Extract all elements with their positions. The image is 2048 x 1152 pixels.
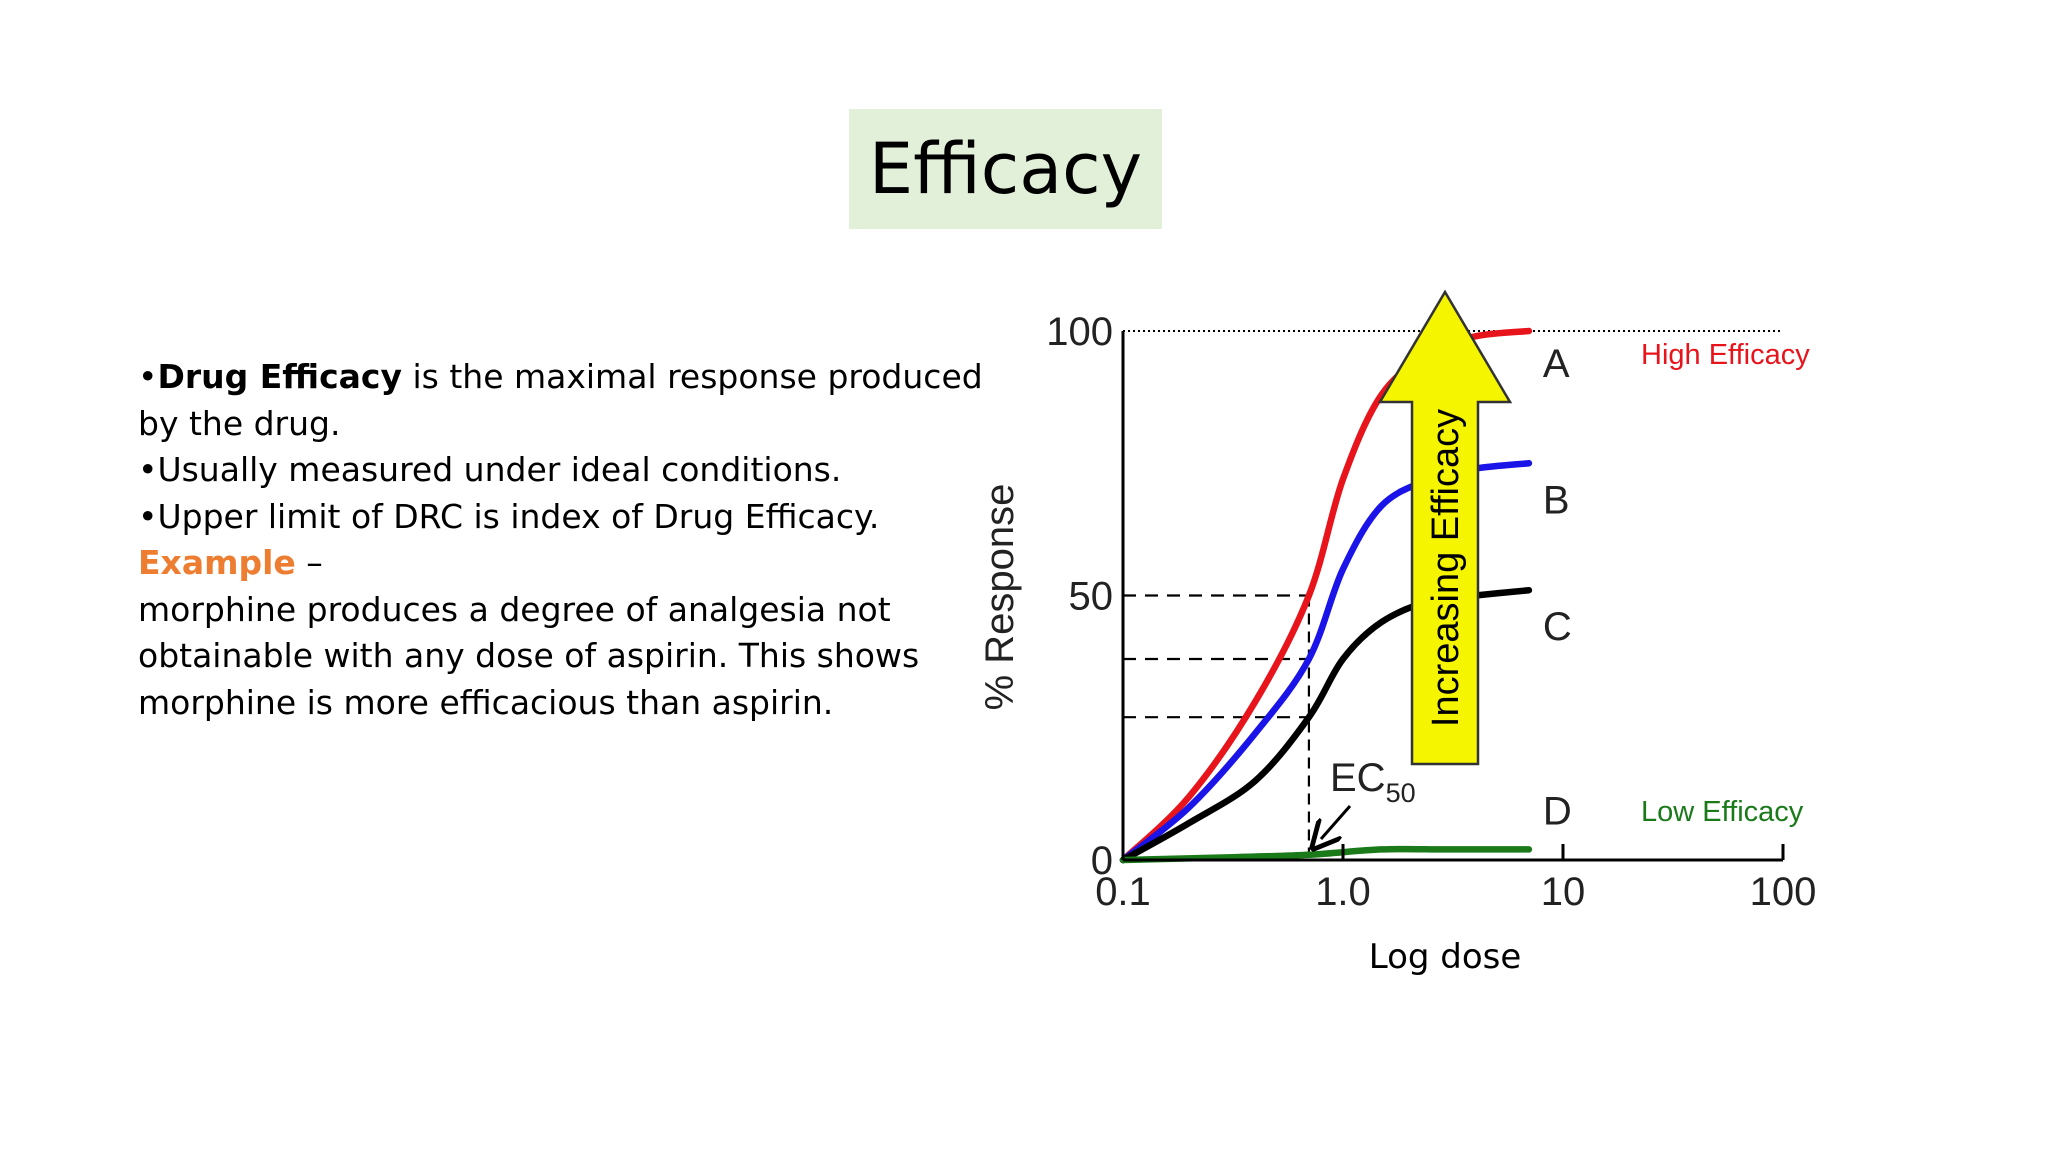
- increasing-efficacy-arrow: [1377, 289, 1513, 766]
- low-efficacy-label: Low Efficacy: [1641, 796, 1804, 828]
- body-text: •Drug Efficacy is the maximal response p…: [138, 354, 983, 726]
- x-axis-label: Log dose: [1369, 937, 1522, 977]
- ec50-label: EC50: [1330, 756, 1416, 808]
- bullet-line-1: •Drug Efficacy is the maximal response p…: [138, 354, 983, 401]
- example-heading: Example –: [138, 540, 938, 587]
- bullet-prefix: •: [138, 357, 158, 396]
- bullet-line-3: •Usually measured under ideal conditions…: [138, 450, 842, 489]
- x-tick-label-1: 1.0: [1315, 870, 1371, 914]
- curve-d: [1119, 845, 1533, 864]
- ec50-subscript: 50: [1386, 778, 1416, 808]
- y-tick-label-1: 50: [1069, 575, 1114, 619]
- example-line-2: obtainable with any dose of aspirin. Thi…: [138, 636, 920, 675]
- example-line-1: morphine produces a degree of analgesia …: [138, 589, 891, 629]
- bullet-bold-term: Drug Efficacy: [157, 357, 402, 396]
- example-line-3: morphine is more efficacious than aspiri…: [138, 682, 834, 722]
- ec50-pointer-arrow: [1321, 805, 1352, 839]
- y-tick-label-0: 0: [1091, 839, 1113, 883]
- bullet-line-2: by the drug.: [138, 403, 341, 443]
- x-tick-label-2: 10: [1541, 870, 1586, 914]
- x-tick-label-0: 0.1: [1095, 870, 1151, 914]
- x-tick-label-3: 100: [1750, 870, 1817, 914]
- example-dash: –: [295, 543, 323, 582]
- arrow-label: Increasing Efficacy: [1425, 409, 1467, 727]
- curve-label-b: B: [1543, 478, 1570, 522]
- curve-label-c: C: [1543, 605, 1572, 649]
- y-tick-label-2: 100: [1046, 310, 1113, 354]
- bullet-text: is the maximal response produced: [402, 357, 983, 396]
- title-box: Efficacy: [849, 109, 1162, 229]
- curve-label-a: A: [1543, 342, 1570, 386]
- slide-title: Efficacy: [868, 128, 1143, 210]
- bullet-line-4: •Upper limit of DRC is index of Drug Eff…: [138, 496, 880, 536]
- y-axis-label: % Response: [978, 484, 1022, 711]
- high-efficacy-label: High Efficacy: [1641, 339, 1810, 371]
- curve-label-d: D: [1543, 789, 1572, 833]
- example-label: Example: [138, 543, 296, 582]
